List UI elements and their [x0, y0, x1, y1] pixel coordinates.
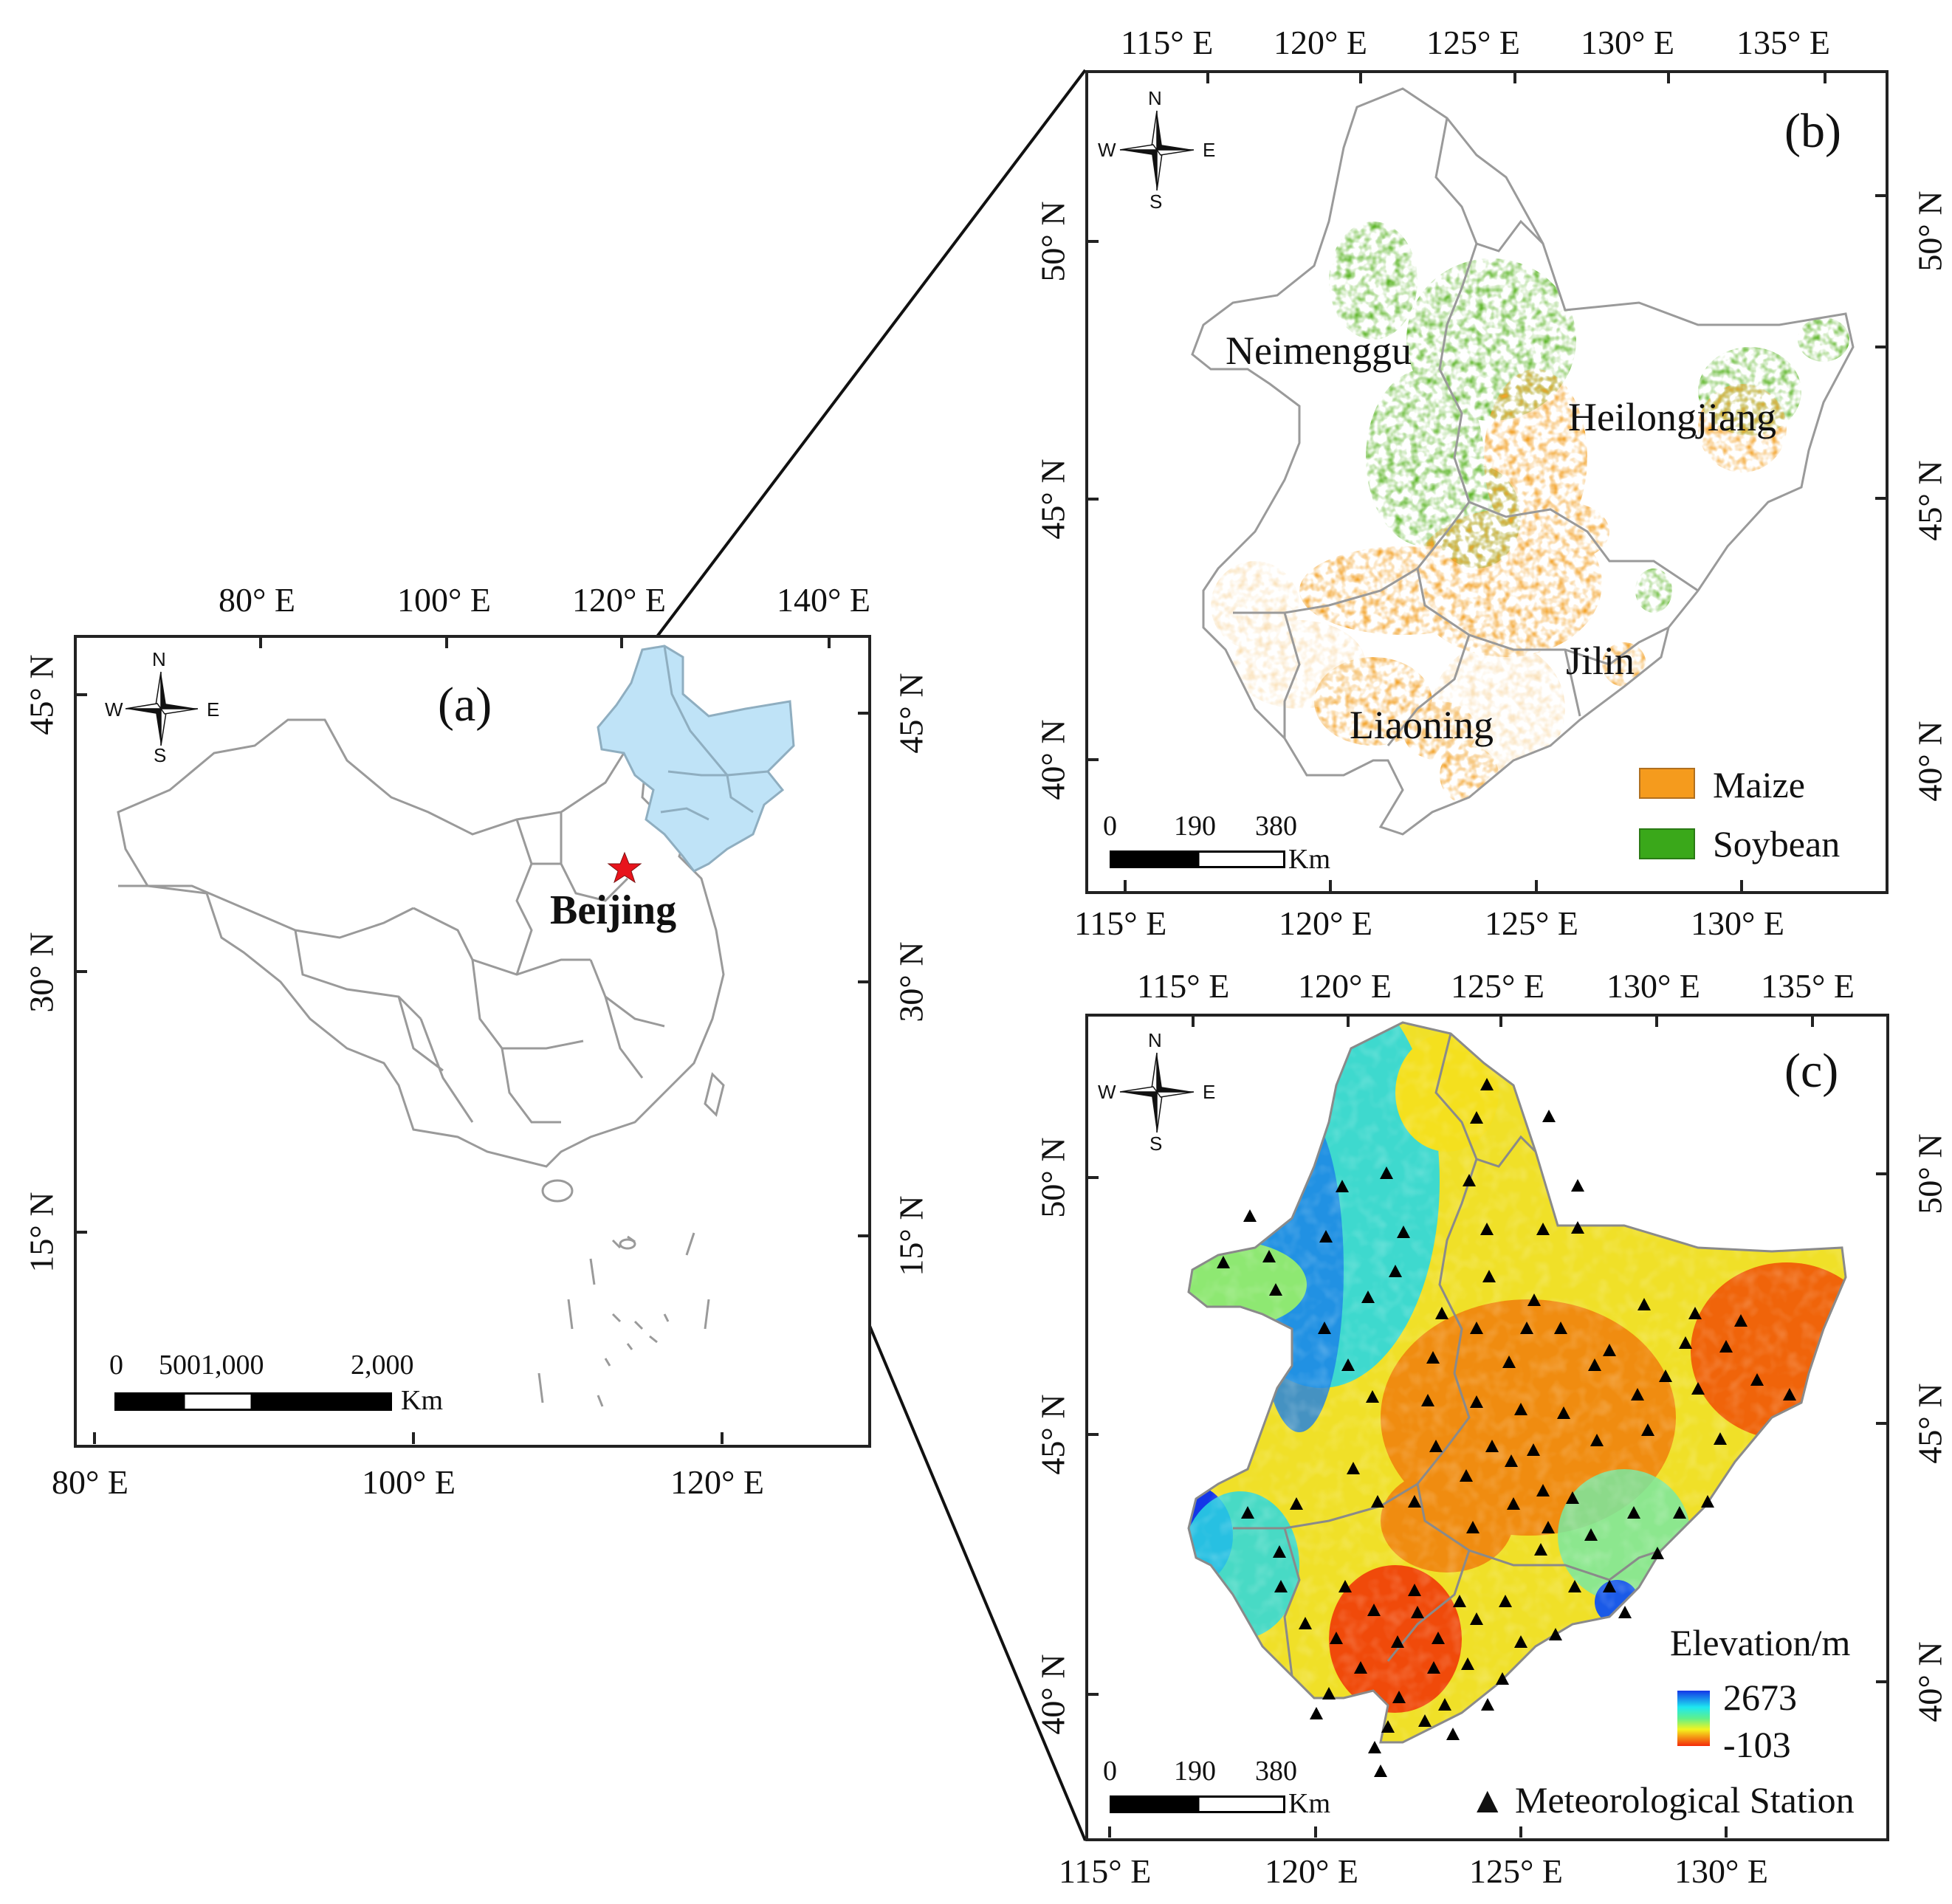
panel-b-scale-bar	[1110, 850, 1285, 868]
panel-c-scale-label: 190	[1174, 1756, 1216, 1787]
panel-a-bottom-tick: 120° E	[670, 1463, 764, 1501]
province-label-liaoning: Liaoning	[1350, 703, 1494, 747]
compass-e-label: E	[1203, 139, 1216, 161]
panel-c-top-tick: 130° E	[1606, 967, 1700, 1005]
panel-b-top-tick: 115° E	[1121, 24, 1214, 61]
panel-b-compass: N S W E	[1098, 87, 1216, 213]
panel-a-compass: N S W E	[103, 648, 221, 768]
panel-c-scale-unit: Km	[1288, 1788, 1330, 1819]
elevation-legend-max: 2673	[1723, 1677, 1797, 1718]
panel-a-scale-unit: Km	[401, 1385, 443, 1416]
panel-b-top-tick: 135° E	[1736, 24, 1830, 61]
panel-a-letter: (a)	[438, 678, 492, 732]
compass-e-label: E	[1203, 1081, 1216, 1103]
panel-b-scale-label: 190	[1174, 811, 1216, 842]
panel-a-scale-bar	[114, 1392, 392, 1411]
elevation-legend-title: Elevation/m	[1670, 1622, 1851, 1663]
compass-w-label: W	[1098, 1081, 1116, 1103]
compass-rose-icon	[1119, 110, 1195, 191]
panel-c-bottom-tick: 130° E	[1674, 1852, 1768, 1890]
panel-b-bottom-tick: 130° E	[1691, 904, 1784, 942]
compass-s-label: S	[1149, 1133, 1163, 1155]
compass-n-label: N	[1148, 1029, 1162, 1051]
panel-a-bottom-tick: 80° E	[52, 1463, 128, 1501]
panel-c-scale-label: 380	[1255, 1756, 1297, 1787]
compass-e-label: E	[207, 698, 220, 721]
panel-c-bottom-tick: 125° E	[1469, 1852, 1563, 1890]
maize-label: Maize	[1713, 764, 1805, 805]
panel-a-scale-label: 5001,000	[159, 1350, 264, 1381]
elevation-legend-min: -103	[1723, 1724, 1791, 1765]
compass-n-label: N	[152, 648, 166, 670]
soybean-label: Soybean	[1713, 823, 1841, 865]
station-markers	[1217, 1078, 1796, 1777]
panel-c-bottom-tick: 120° E	[1265, 1852, 1358, 1890]
compass-rose-icon	[125, 671, 199, 746]
panel-b-top-tick: 130° E	[1581, 24, 1674, 61]
panel-a-top-tick: 140° E	[777, 581, 870, 619]
panel-b-scale-label: 380	[1255, 811, 1297, 842]
panel-b-bottom-tick: 125° E	[1485, 904, 1578, 942]
panel-c-bottom-tick: 115° E	[1059, 1852, 1152, 1890]
compass-w-label: W	[1098, 139, 1116, 161]
elevation-colorbar	[1677, 1691, 1710, 1746]
panel-c-scale-label: 0	[1103, 1756, 1117, 1787]
panel-c-top-tick: 115° E	[1137, 967, 1230, 1005]
panel-a-top-tick: 100° E	[397, 581, 491, 619]
panel-c-compass: N S W E	[1098, 1029, 1216, 1155]
province-label-heilongjiang: Heilongjiang	[1568, 395, 1776, 439]
panel-b-top-tick: 120° E	[1274, 24, 1367, 61]
panel-c-top-tick: 125° E	[1451, 967, 1544, 1005]
compass-s-label: S	[1149, 190, 1163, 213]
maize-swatch	[1639, 768, 1695, 799]
beijing-star-icon	[607, 851, 642, 884]
meteorological-station-legend: ▲ Meteorological Station	[1469, 1779, 1855, 1821]
panel-c-letter: (c)	[1784, 1044, 1839, 1098]
panel-b-top-tick: 125° E	[1426, 24, 1520, 61]
panel-a-top-tick: 80° E	[219, 581, 295, 619]
compass-s-label: S	[154, 744, 167, 766]
panel-b-bottom-tick: 120° E	[1279, 904, 1372, 942]
panel-c-top-tick: 120° E	[1298, 967, 1392, 1005]
panel-a-scale-label: 2,000	[351, 1350, 414, 1381]
province-label-jilin: Jilin	[1566, 639, 1635, 683]
panel-b-bottom-tick: 115° E	[1074, 904, 1167, 942]
compass-rose-icon	[1119, 1052, 1195, 1133]
panel-a-top-tick: 120° E	[572, 581, 666, 619]
panel-b-scale-label: 0	[1103, 811, 1117, 842]
panel-b-scale-unit: Km	[1288, 844, 1330, 875]
soybean-swatch	[1639, 828, 1695, 859]
beijing-label: Beijing	[550, 887, 677, 933]
panel-b-letter: (b)	[1784, 104, 1841, 158]
compass-w-label: W	[105, 698, 123, 721]
province-label-neimenggu: Neimenggu	[1226, 329, 1412, 373]
compass-n-label: N	[1148, 87, 1162, 109]
panel-a-scale-label: 0	[109, 1350, 123, 1381]
panel-c-scale-bar	[1110, 1795, 1285, 1813]
panel-c-top-tick: 135° E	[1761, 967, 1855, 1005]
panel-a-bottom-tick: 100° E	[362, 1463, 456, 1501]
